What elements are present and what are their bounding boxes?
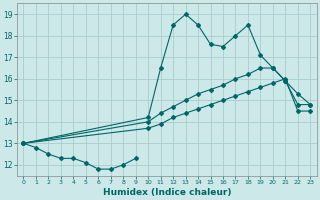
X-axis label: Humidex (Indice chaleur): Humidex (Indice chaleur): [103, 188, 231, 197]
